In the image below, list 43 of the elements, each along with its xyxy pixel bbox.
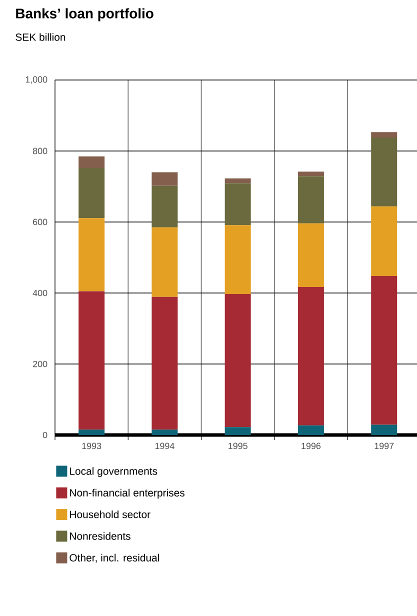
bar: [371, 424, 398, 435]
legend-label: Other, incl. residual: [70, 554, 159, 563]
y-tick-label: 0: [42, 432, 48, 438]
bar: [298, 425, 324, 435]
bar: [78, 291, 105, 430]
legend-label: Non-financial enterprises: [70, 488, 184, 499]
x-tick-label: 1995: [228, 442, 248, 450]
x-tick-label: 1993: [82, 442, 102, 450]
bar: [371, 138, 398, 206]
legend-label: Nonresidents: [70, 532, 130, 540]
bar: [371, 276, 398, 425]
bar: [78, 218, 105, 292]
chart-subtitle: SEK billion: [16, 33, 66, 41]
x-tick-label: 1994: [155, 442, 174, 450]
bar: [298, 223, 324, 287]
bar: [152, 430, 178, 435]
y-tick-label: 200: [33, 360, 48, 368]
bar: [152, 227, 178, 297]
bar: [371, 132, 398, 138]
bar: [298, 286, 324, 426]
bar: [152, 296, 178, 430]
bar: [224, 427, 251, 435]
bar: [298, 172, 324, 176]
bar: [224, 178, 251, 184]
bar: [298, 176, 324, 224]
bar: [224, 225, 251, 294]
bar: [224, 183, 251, 226]
bar: [78, 156, 105, 168]
bar: [78, 430, 105, 435]
y-tick-label: 800: [32, 148, 48, 154]
x-tick-label: 1996: [302, 442, 321, 450]
y-tick-label: 1,000: [26, 76, 48, 84]
legend-label: Local governments: [70, 467, 158, 477]
bar: [371, 206, 398, 276]
chart-title: Banks’ loan portfolio: [16, 8, 154, 22]
y-tick-label: 600: [33, 218, 48, 226]
x-tick-label: 1997: [374, 442, 394, 450]
bar: [224, 294, 251, 428]
y-tick-label: 400: [32, 290, 48, 296]
legend-label: Household sector: [70, 510, 150, 518]
bar: [152, 172, 178, 186]
bar: [78, 168, 105, 218]
bar: [152, 186, 178, 228]
